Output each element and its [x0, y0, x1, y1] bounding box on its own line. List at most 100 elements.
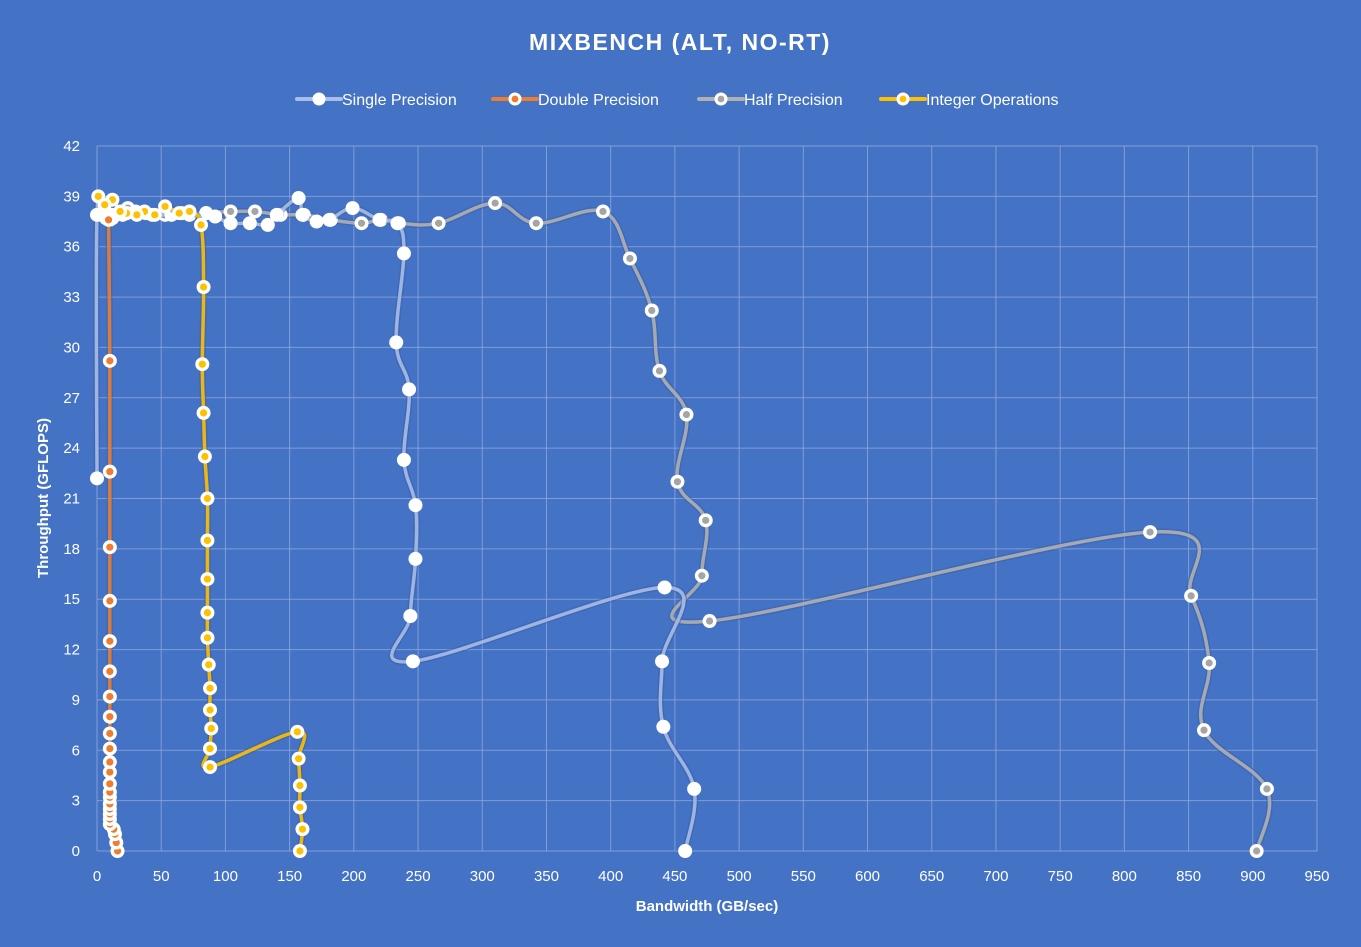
- x-tick-label: 850: [1176, 868, 1201, 885]
- data-point: [661, 583, 669, 592]
- data-point: [325, 216, 334, 224]
- legend-marker: [899, 95, 907, 103]
- data-point: [106, 768, 114, 776]
- data-point: [273, 211, 281, 219]
- series-layer: [90, 189, 1274, 858]
- legend-marker: [315, 95, 323, 103]
- data-point: [106, 758, 114, 766]
- y-tick-label: 39: [63, 188, 80, 205]
- data-point: [400, 456, 408, 464]
- series-line-shadow: [99, 199, 1273, 852]
- y-tick-label: 18: [63, 541, 80, 558]
- y-tick-label: 3: [72, 793, 80, 810]
- legend: Single Precision Double Precision Half Pre…: [295, 92, 1059, 109]
- y-tick-label: 30: [63, 339, 80, 356]
- data-point: [199, 283, 208, 291]
- data-point: [392, 338, 400, 346]
- data-point: [104, 216, 113, 224]
- data-point: [206, 684, 214, 692]
- x-tick-label: 100: [213, 868, 238, 885]
- data-point: [106, 713, 114, 721]
- data-point: [199, 409, 208, 417]
- data-point: [106, 729, 114, 738]
- series-integer-operations: [91, 189, 310, 858]
- y-tick-label: 42: [63, 138, 80, 155]
- data-point: [705, 617, 714, 625]
- data-point: [106, 780, 114, 788]
- series-line-shadow: [95, 194, 308, 852]
- grid: [96, 145, 1318, 852]
- legend-label: Half Precision: [744, 92, 843, 109]
- data-point: [202, 209, 210, 217]
- y-tick-label: 21: [63, 491, 80, 508]
- data-point: [682, 410, 691, 419]
- series-line: [94, 192, 697, 852]
- series-line-shadow: [93, 191, 699, 852]
- data-point: [1200, 726, 1208, 734]
- data-point: [532, 219, 540, 227]
- data-point: [106, 597, 114, 605]
- y-axis-title: Throughput (GFLOPS): [35, 418, 52, 578]
- data-point: [106, 543, 114, 551]
- data-point: [185, 207, 194, 216]
- data-point: [93, 474, 101, 482]
- y-tick-label: 36: [63, 239, 80, 256]
- data-point: [409, 657, 417, 665]
- data-point: [106, 667, 114, 675]
- data-point: [1187, 592, 1195, 600]
- x-tick-label: 50: [153, 868, 170, 885]
- data-point: [659, 723, 667, 731]
- series-single-precision: [90, 191, 702, 858]
- x-tick-label: 450: [662, 868, 687, 885]
- data-point: [1263, 785, 1271, 793]
- data-point: [251, 207, 259, 216]
- data-point: [296, 803, 304, 811]
- legend-label: Integer Operations: [926, 92, 1059, 109]
- x-tick-label: 550: [791, 868, 816, 885]
- x-tick-label: 800: [1112, 868, 1137, 885]
- y-tick-label: 9: [72, 692, 80, 709]
- y-tick-label: 0: [72, 843, 80, 860]
- data-point: [658, 657, 666, 665]
- data-point: [295, 755, 303, 763]
- data-point: [296, 781, 304, 790]
- data-point: [201, 452, 209, 461]
- data-point: [298, 211, 307, 219]
- data-point: [206, 763, 214, 771]
- x-axis-title: Bandwidth (GB/sec): [636, 898, 779, 915]
- series-double-precision: [101, 212, 125, 858]
- legend-marker: [511, 95, 519, 103]
- x-tick-label: 500: [727, 868, 752, 885]
- x-tick-label: 350: [534, 868, 559, 885]
- data-point: [93, 211, 101, 219]
- data-point: [246, 219, 254, 227]
- data-point: [648, 306, 656, 315]
- data-point: [411, 555, 420, 563]
- data-point: [491, 199, 499, 207]
- data-point: [203, 494, 212, 503]
- data-point: [296, 847, 304, 855]
- legend-entry: Double Precision: [491, 92, 659, 109]
- series-line: [99, 201, 1272, 852]
- data-point: [106, 357, 114, 365]
- legend-entry: Single Precision: [295, 92, 457, 109]
- x-tick-labels: 0 50 100 150 200 250 300 350 400 450 500 550 600 650 7…: [93, 868, 1330, 885]
- legend-label: Single Precision: [342, 92, 457, 109]
- data-point: [94, 192, 102, 200]
- y-tick-label: 27: [63, 390, 80, 407]
- data-point: [690, 785, 698, 793]
- data-point: [161, 202, 169, 211]
- data-point: [405, 385, 413, 393]
- data-point: [599, 207, 607, 216]
- data-point: [203, 634, 212, 642]
- x-tick-label: 900: [1240, 868, 1265, 885]
- data-point: [106, 468, 114, 476]
- x-tick-label: 300: [470, 868, 495, 885]
- data-point: [205, 661, 213, 669]
- data-point: [298, 825, 307, 833]
- x-tick-label: 650: [919, 868, 944, 885]
- data-point: [698, 572, 706, 580]
- data-point: [293, 728, 301, 736]
- data-point: [151, 211, 159, 219]
